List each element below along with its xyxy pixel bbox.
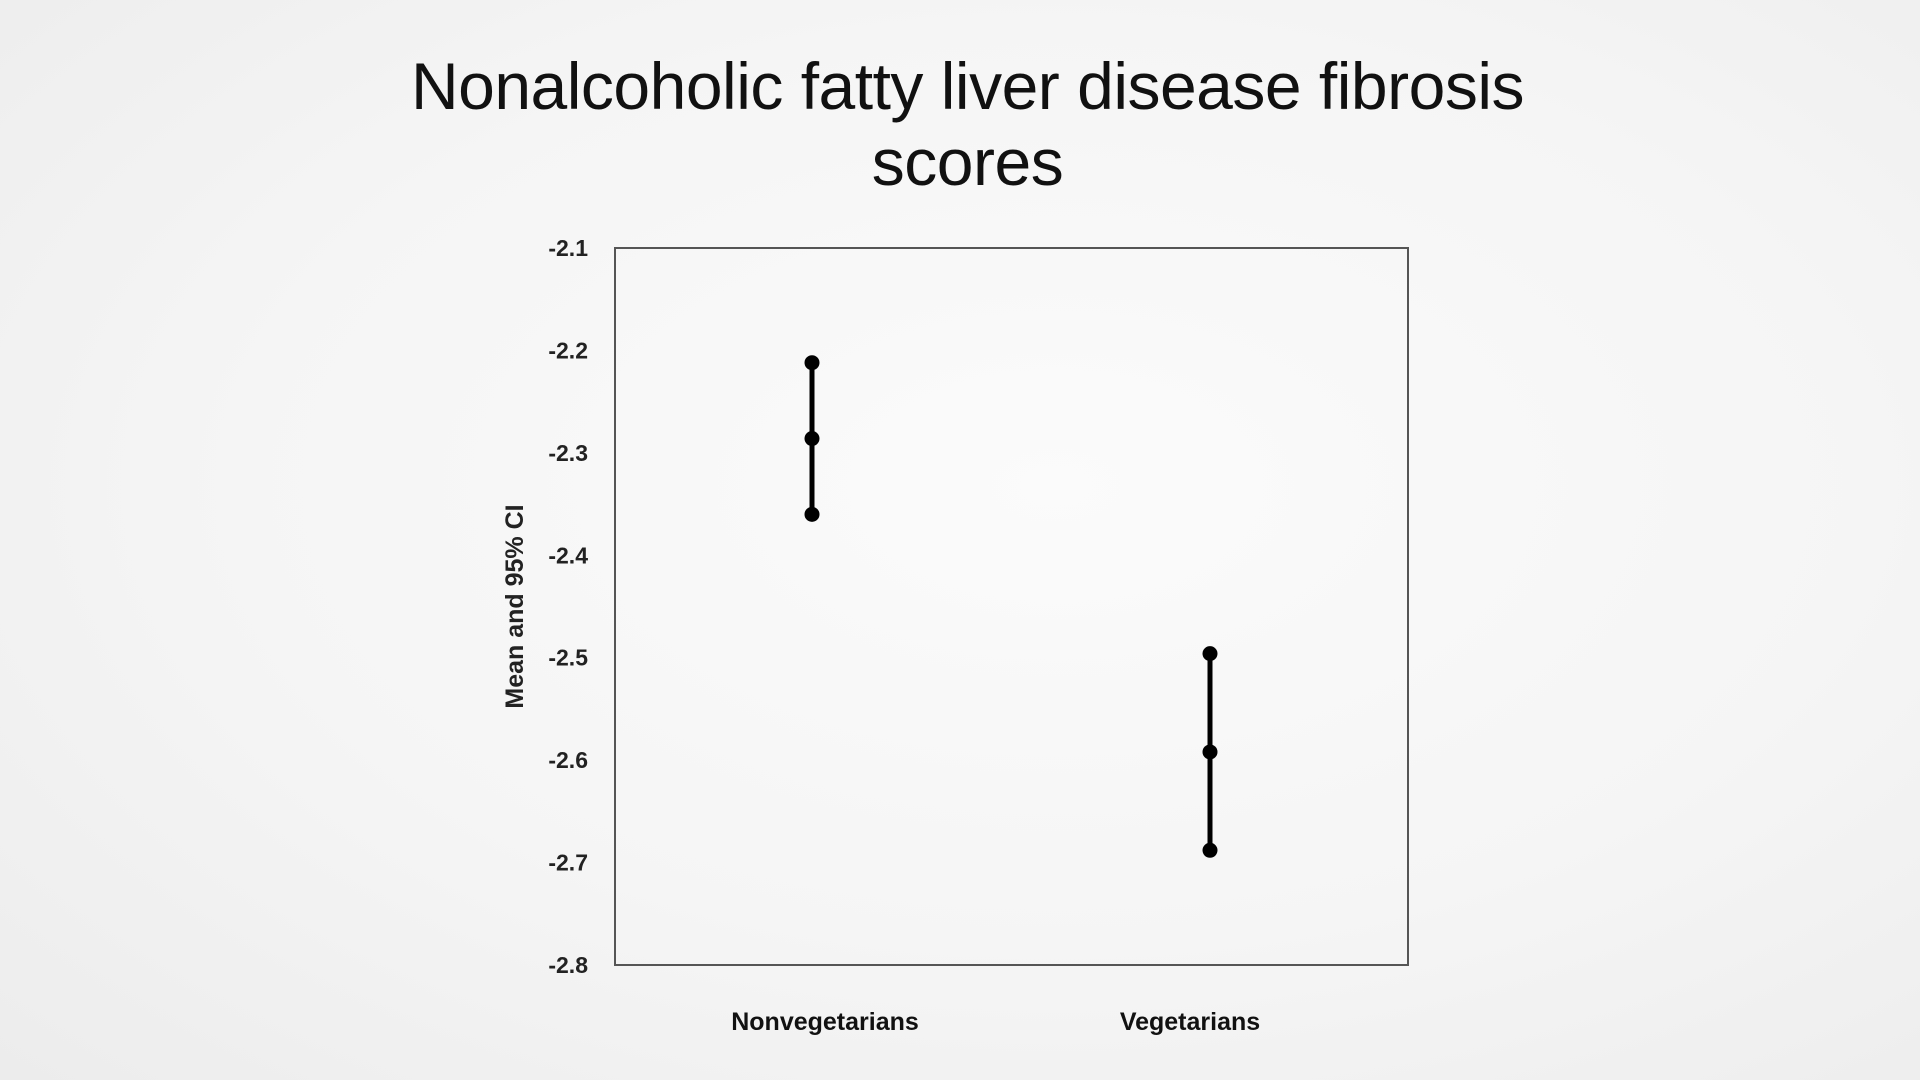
y-tick-label: -2.8 bbox=[548, 952, 588, 978]
y-tick-label: -2.4 bbox=[548, 542, 588, 568]
y-tick-label: -2.5 bbox=[548, 645, 588, 671]
y-axis-ticks: -2.1 -2.2 -2.3 -2.4 -2.5 -2.6 -2.7 -2.8 bbox=[548, 235, 588, 978]
mean-point bbox=[1202, 744, 1218, 760]
error-bars bbox=[804, 355, 1218, 858]
y-tick-label: -2.6 bbox=[548, 747, 588, 773]
y-tick-label: -2.7 bbox=[548, 850, 588, 876]
y-tick-label: -2.1 bbox=[548, 235, 588, 261]
y-axis-label: Mean and 95% CI bbox=[501, 504, 529, 708]
chart-title-line-1: Nonalcoholic fatty liver disease fibrosi… bbox=[410, 49, 1525, 123]
lower-ci-point bbox=[804, 506, 820, 522]
x-category-label: Vegetarians bbox=[1120, 1008, 1260, 1036]
mean-point bbox=[804, 431, 820, 447]
upper-ci-point bbox=[1202, 646, 1218, 662]
y-tick-label: -2.3 bbox=[548, 440, 588, 466]
lower-ci-point bbox=[1202, 842, 1218, 858]
plot-frame bbox=[614, 247, 1409, 966]
upper-ci-point bbox=[804, 355, 820, 371]
chart-title: Nonalcoholic fatty liver disease fibrosi… bbox=[300, 48, 1635, 200]
y-tick-label: -2.2 bbox=[548, 337, 588, 363]
x-category-label: Nonvegetarians bbox=[731, 1008, 919, 1036]
chart-title-line-2: scores bbox=[871, 125, 1064, 199]
x-axis-categories: Nonvegetarians Vegetarians bbox=[731, 1008, 1260, 1036]
